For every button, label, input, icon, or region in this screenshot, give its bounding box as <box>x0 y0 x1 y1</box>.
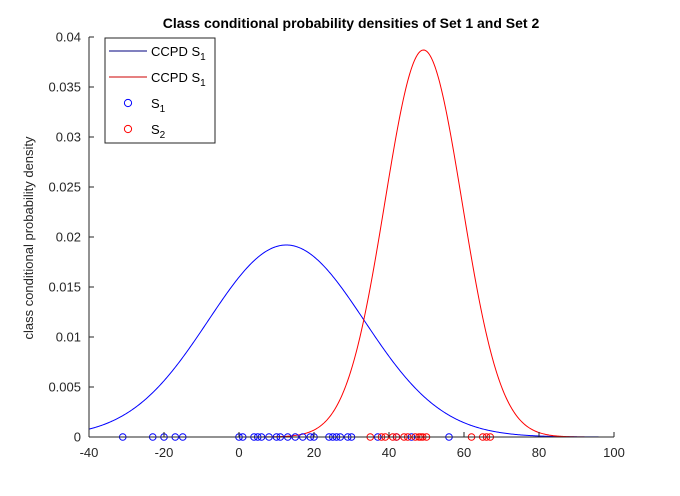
legend-swatch-marker <box>123 98 133 108</box>
x-tick-label: 40 <box>382 445 396 460</box>
y-tick-label: 0.04 <box>56 30 81 45</box>
y-tick-label: 0.01 <box>56 330 81 345</box>
legend-label: CCPD S1 <box>151 44 206 63</box>
chart-title: Class conditional probability densities … <box>163 15 540 31</box>
y-tick-label: 0.035 <box>48 80 81 95</box>
y-tick-label: 0.015 <box>48 280 81 295</box>
x-tick-label: 0 <box>235 445 242 460</box>
y-axis-label: class conditional probability density <box>21 136 36 340</box>
y-tick-label: 0.03 <box>56 130 81 145</box>
series-line-1 <box>88 244 614 438</box>
legend-label-subscript: 1 <box>200 78 206 89</box>
x-tick-label: 20 <box>307 445 321 460</box>
legend-box <box>104 37 216 144</box>
x-tick-label: 80 <box>532 445 546 460</box>
y-tick-label: 0.025 <box>48 180 81 195</box>
legend-label-subscript: 1 <box>160 104 166 115</box>
x-tick-label: 100 <box>603 445 625 460</box>
legend-label-subscript: 1 <box>200 52 206 63</box>
x-tick-label: -40 <box>80 445 99 460</box>
y-tick-label: 0 <box>74 430 81 445</box>
y-tick-label: 0.005 <box>48 380 81 395</box>
y-tick-label: 0.02 <box>56 230 81 245</box>
x-tick-label: -20 <box>155 445 174 460</box>
plot-area: -40 -20 0 20 40 60 80 100 0 0.005 0.01 0.015 0.02 0.0… <box>48 30 624 461</box>
x-tick-label: 60 <box>457 445 471 460</box>
legend-label-subscript: 2 <box>160 130 166 141</box>
legend-label: CCPD S1 <box>151 70 206 89</box>
legend-swatch-marker <box>123 124 133 134</box>
